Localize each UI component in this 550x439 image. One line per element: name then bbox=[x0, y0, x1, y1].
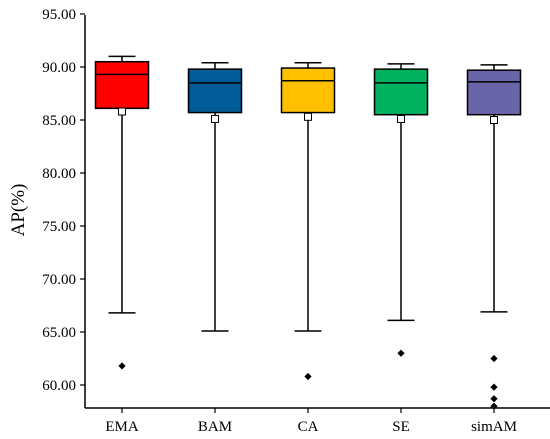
outlier-point bbox=[118, 362, 126, 370]
y-tick-label: 80.00 bbox=[42, 166, 76, 182]
outlier-point bbox=[304, 372, 312, 381]
outlier-point bbox=[490, 354, 498, 363]
box-simam bbox=[466, 64, 522, 410]
x-tick-label: BAM bbox=[198, 419, 232, 435]
iqr-box bbox=[280, 67, 336, 114]
mean-marker bbox=[304, 112, 312, 121]
y-tick-label: 70.00 bbox=[42, 272, 76, 288]
outlier-point bbox=[490, 402, 498, 410]
iqr-box bbox=[187, 68, 243, 114]
y-tick-label: 75.00 bbox=[42, 219, 76, 235]
y-tick-label: 95.00 bbox=[42, 7, 76, 23]
outlier-point bbox=[397, 349, 405, 357]
box-ema bbox=[94, 55, 150, 370]
mean-marker bbox=[211, 114, 219, 123]
box-series bbox=[94, 55, 522, 410]
mean-marker bbox=[490, 116, 498, 124]
box-se bbox=[373, 63, 429, 357]
x-axis: EMA BAM CA SE simAM bbox=[85, 407, 550, 435]
x-tick-label: SE bbox=[392, 419, 410, 435]
y-tick-label: 60.00 bbox=[42, 378, 76, 394]
outlier-point bbox=[490, 383, 498, 391]
mean-marker bbox=[397, 114, 405, 123]
box-bam bbox=[187, 62, 243, 332]
mean-marker bbox=[118, 107, 126, 116]
x-tick-label: simAM bbox=[471, 419, 517, 435]
y-tick-label: 65.00 bbox=[42, 325, 76, 341]
y-axis-title: AP(%) bbox=[8, 184, 29, 237]
iqr-box bbox=[373, 68, 429, 116]
box-ca bbox=[280, 62, 336, 381]
y-tick-label: 85.00 bbox=[42, 113, 76, 129]
outlier-point bbox=[490, 395, 498, 403]
y-axis: 60.00 65.00 70.00 75.00 80.00 85.00 90.00 95.00 bbox=[42, 7, 86, 408]
y-tick-label: 90.00 bbox=[42, 60, 76, 76]
x-tick-label: CA bbox=[298, 419, 319, 435]
x-tick-label: EMA bbox=[105, 419, 139, 435]
iqr-box bbox=[466, 69, 522, 116]
iqr-box bbox=[94, 60, 150, 110]
